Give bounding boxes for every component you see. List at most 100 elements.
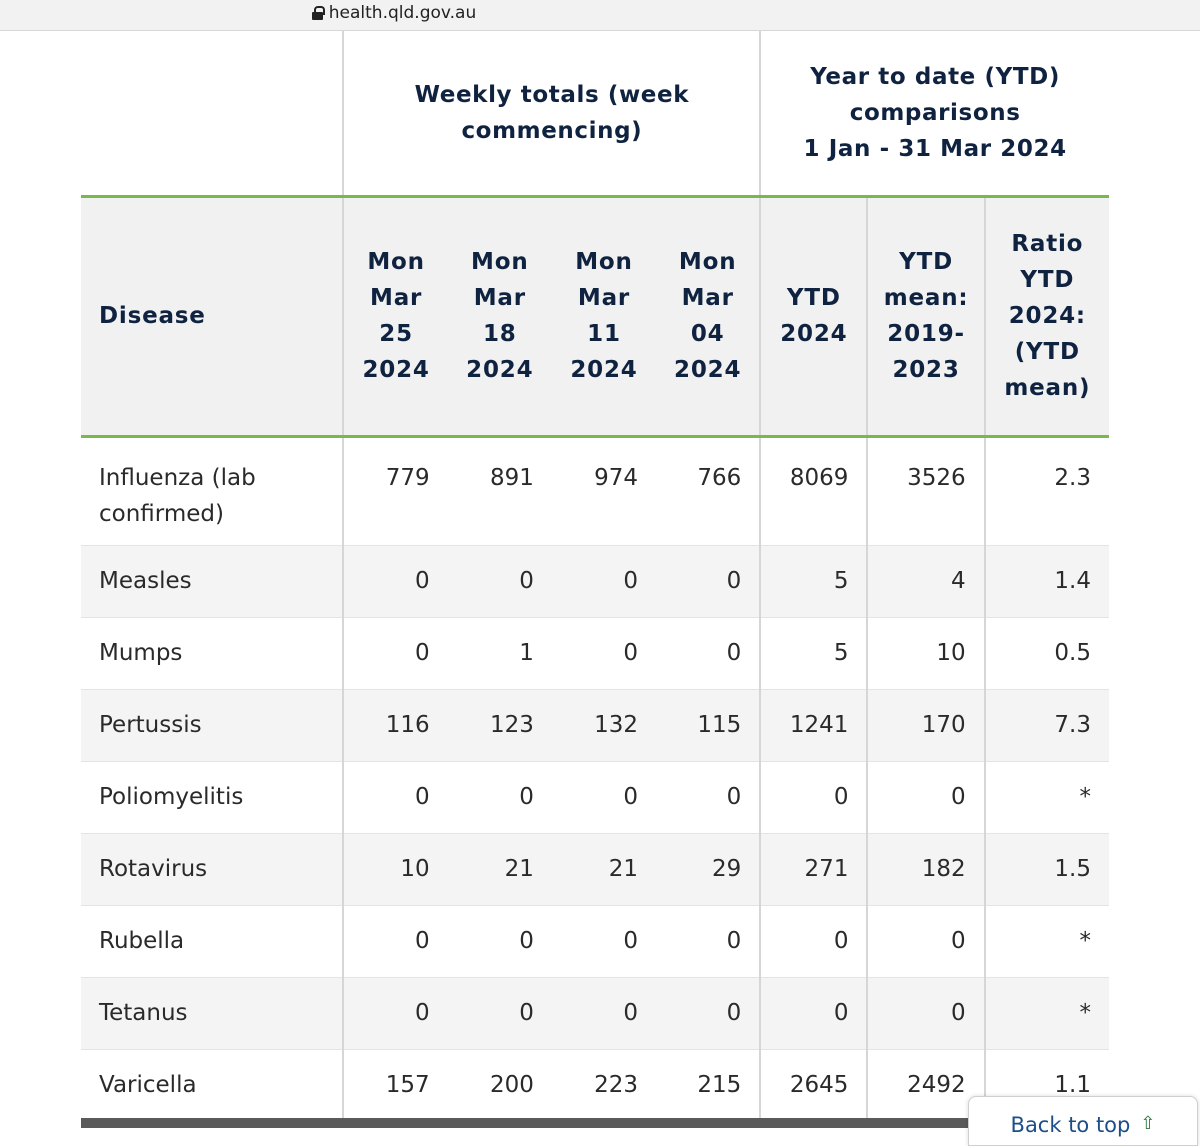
week-value-cell: 21	[447, 833, 552, 905]
ytd-comparisons-header: Year to date (YTD) comparisons 1 Jan - 3…	[759, 31, 1109, 196]
horizontal-scrollbar[interactable]	[81, 1118, 1109, 1128]
disease-cell: Varicella	[99, 1072, 197, 1098]
header-line: YTD	[1020, 267, 1075, 293]
header-line: Mon	[575, 249, 633, 275]
url-text: health.qld.gov.au	[328, 3, 477, 23]
header-line: 2024	[466, 357, 534, 383]
header-line: YTD	[899, 249, 953, 275]
week-col-header-mar18: Mon Mar 18 2024	[447, 194, 552, 438]
back-to-top-button[interactable]: Back to top ⇧	[968, 1096, 1198, 1146]
week-value-cell: 223	[594, 1072, 639, 1098]
header-line: mean)	[1004, 375, 1091, 401]
header-line: 25	[379, 321, 413, 347]
ytd-value-cell: 2645	[759, 1049, 868, 1121]
week-value-cell: 123	[447, 689, 552, 761]
header-line: (YTD	[1014, 339, 1080, 365]
week-value-cell: 0	[447, 545, 552, 617]
week-value-cell: 0	[519, 784, 534, 810]
week-value-cell: 10	[342, 833, 448, 905]
week-value-cell: 0	[519, 928, 534, 954]
ratio-value-cell: 1.4	[983, 545, 1109, 617]
ratio-value-cell: 7.3	[983, 689, 1109, 761]
header-line: Mar	[577, 285, 631, 311]
table-row-tetanus: Tetanus 0 0 0 0 0 0 *	[81, 977, 1109, 1049]
header-line: 2024	[674, 357, 742, 383]
table-row-mumps: Mumps 0 1 0 0 5 10 0.5	[81, 617, 1109, 689]
week-value-cell: 891	[489, 464, 534, 491]
week-value-cell: 215	[697, 1072, 742, 1098]
week-value-cell: 0	[342, 761, 448, 833]
disease-cell: Pertussis	[81, 689, 344, 761]
week-col-header-mar11: Mon Mar 11 2024	[551, 194, 657, 438]
header-line: Mon	[471, 249, 529, 275]
mean-value-cell: 4	[866, 545, 985, 617]
disease-cell: Poliomyelitis	[99, 784, 244, 810]
ratio-value-cell: *	[983, 905, 1109, 977]
week-value-cell: 0	[342, 545, 448, 617]
header-line: 18	[482, 321, 517, 347]
header-line: 04	[690, 321, 725, 347]
mean-value-cell: 3526	[866, 436, 985, 545]
week-value-cell: 200	[489, 1072, 534, 1098]
browser-address-bar[interactable]: health.qld.gov.au	[0, 0, 1200, 31]
ratio-column-header: Ratio YTD 2024: (YTD mean)	[983, 194, 1109, 438]
mean-value-cell: 0	[866, 761, 985, 833]
week-value-cell: 0	[342, 617, 448, 689]
table-row-rotavirus: Rotavirus 10 21 21 29 271 182 1.5	[81, 833, 1109, 905]
table-row-measles: Measles 0 0 0 0 5 4 1.4	[81, 545, 1109, 617]
header-line: YTD	[786, 285, 841, 311]
ytd-2024-column-header: YTD 2024	[759, 194, 868, 438]
week-value-cell: 0	[342, 905, 448, 977]
ytd-value-cell: 0	[759, 977, 868, 1049]
header-line: Mar	[473, 285, 526, 311]
disease-column-header: Disease	[81, 194, 344, 438]
lock-icon	[311, 6, 325, 20]
ytd-value-cell: 5	[759, 617, 868, 689]
header-line: 2024	[780, 321, 848, 347]
url-display[interactable]: health.qld.gov.au	[311, 3, 477, 23]
header-line: 2024	[570, 357, 638, 383]
week-value-cell: 157	[342, 1049, 448, 1121]
week-value-cell: 0	[726, 784, 742, 810]
week-value-cell: 0	[623, 640, 639, 666]
arrow-up-icon: ⇧	[1140, 1113, 1156, 1134]
disease-cell: Rotavirus	[81, 833, 344, 905]
weekly-totals-header: Weekly totals (week commencing)	[342, 31, 761, 196]
week-value-cell: 0	[342, 977, 448, 1049]
week-value-cell: 0	[551, 545, 657, 617]
disease-table-container: Weekly totals (week commencing) Year to …	[81, 31, 1109, 1122]
disease-cell: Tetanus	[81, 977, 344, 1049]
mean-value-cell: 0	[866, 977, 985, 1049]
column-header-row: Disease Mon Mar 25 2024 Mon Mar 18 2024 …	[81, 194, 1109, 438]
ytd-mean-column-header: YTD mean: 2019- 2023	[866, 194, 985, 438]
header-line: 2023	[892, 357, 960, 383]
header-line: mean:	[883, 285, 969, 311]
disease-cell: Mumps	[99, 640, 183, 666]
ytd-value-cell: 1241	[759, 689, 868, 761]
header-line: 2024	[362, 357, 430, 383]
disease-cell: Measles	[81, 545, 344, 617]
disease-cell: Rubella	[99, 928, 185, 954]
ytd-value-cell: 0	[759, 905, 868, 977]
header-line: 2024:	[1008, 303, 1086, 329]
back-to-top-label: Back to top	[1010, 1113, 1131, 1137]
ytd-value-cell: 0	[759, 761, 868, 833]
week-value-cell: 132	[551, 689, 657, 761]
week-value-cell: 29	[656, 833, 761, 905]
header-line: Mar	[681, 285, 734, 311]
ratio-value-cell: *	[983, 977, 1109, 1049]
table-row-varicella: Varicella 157 200 223 215 2645 2492 1.1	[81, 1049, 1109, 1121]
header-line: Mon	[678, 249, 737, 275]
week-value-cell: 0	[726, 928, 742, 954]
week-value-cell: 779	[342, 436, 448, 545]
table-row-influenza: Influenza (lab confirmed) 779 891 974 76…	[81, 436, 1109, 545]
ytd-header-line1: Year to date (YTD) comparisons	[810, 63, 1060, 126]
ratio-value-cell: *	[983, 761, 1109, 833]
group-header-blank	[81, 31, 344, 196]
ytd-value-cell: 5	[759, 545, 868, 617]
week-value-cell: 974	[594, 464, 639, 491]
week-value-cell: 116	[342, 689, 448, 761]
week-value-cell: 1	[519, 640, 534, 666]
ytd-header-line2: 1 Jan - 31 Mar 2024	[803, 135, 1067, 162]
ytd-value-cell: 8069	[759, 436, 868, 545]
